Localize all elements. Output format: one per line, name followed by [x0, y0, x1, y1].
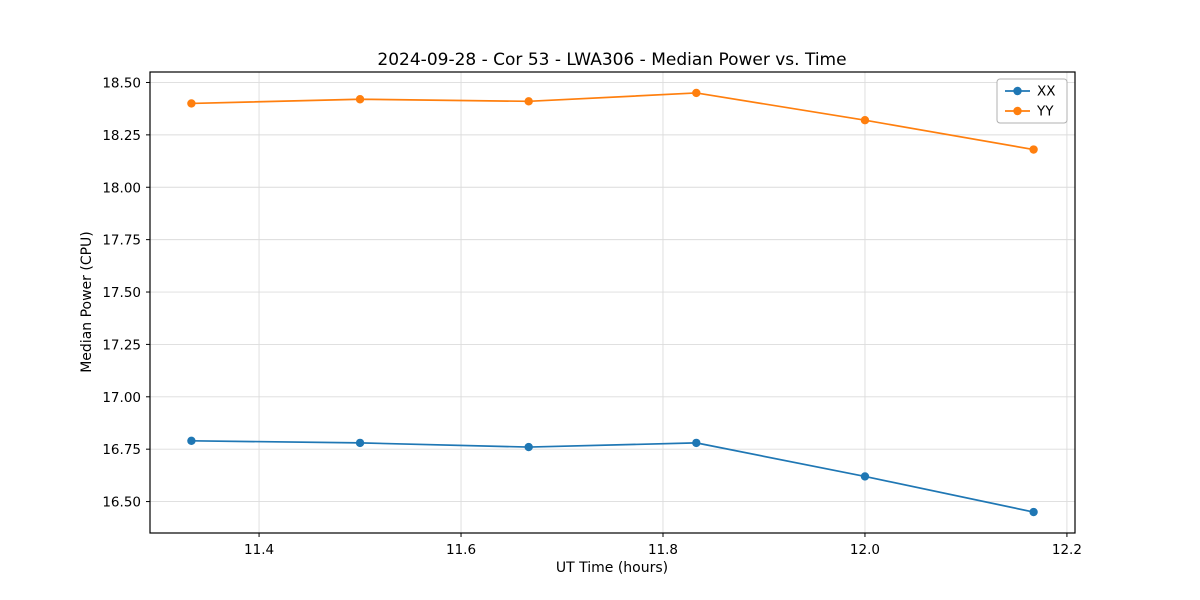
y-tick-label: 17.00	[102, 390, 141, 406]
y-tick-label: 18.00	[102, 180, 141, 196]
data-point-xx	[187, 436, 196, 445]
legend-label: XX	[1037, 84, 1056, 100]
y-tick-label: 17.50	[102, 285, 141, 301]
y-tick-label: 18.25	[102, 128, 141, 144]
legend-box	[996, 78, 1068, 124]
plot-border	[149, 71, 1076, 534]
data-point-yy	[187, 99, 196, 108]
data-point-yy	[1029, 145, 1038, 154]
y-tick-label: 17.25	[102, 337, 141, 353]
x-tick-label: 11.8	[648, 542, 678, 558]
data-point-xx	[860, 472, 870, 481]
data-point-xx	[355, 438, 365, 448]
y-tick-label: 18.50	[102, 75, 141, 91]
data-point-yy	[355, 95, 365, 104]
y-tick-label: 16.75	[102, 442, 141, 458]
data-point-yy	[692, 88, 701, 98]
x-tick-label: 11.4	[244, 542, 274, 558]
series-line-yy	[191, 92, 1034, 151]
chart-title: 2024-09-28 - Cor 53 - LWA306 - Median Po…	[377, 50, 847, 70]
data-point-yy	[524, 97, 533, 106]
x-tick-label: 11.6	[446, 542, 476, 558]
y-tick-label: 17.75	[102, 233, 141, 249]
x-axis-label: UT Time (hours)	[555, 560, 669, 576]
data-point-yy	[860, 115, 870, 125]
data-point-xx	[692, 438, 701, 448]
x-tick-label: 12.2	[1052, 542, 1082, 558]
data-point-xx	[524, 442, 533, 452]
y-tick-label: 16.50	[102, 495, 141, 511]
series-line-xx	[191, 439, 1034, 513]
legend-marker	[1013, 106, 1022, 116]
x-tick-label: 12.0	[850, 542, 880, 558]
data-point-xx	[1029, 507, 1038, 517]
legend-label: YY	[1036, 104, 1054, 120]
legend-marker	[1013, 86, 1022, 96]
